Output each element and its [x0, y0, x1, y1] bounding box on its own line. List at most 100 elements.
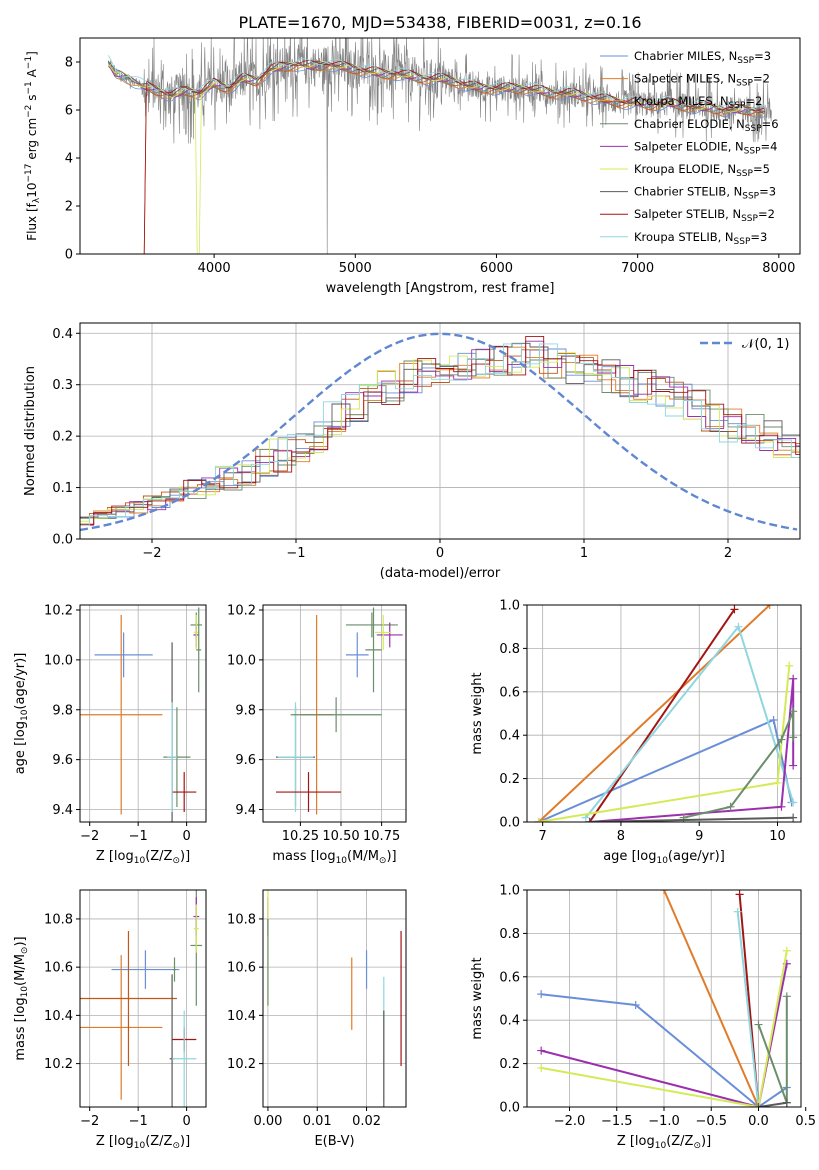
- x-tick-label: 7000: [621, 261, 654, 276]
- mass-weight-marker: [769, 716, 778, 725]
- mass-weight-line-6: [541, 950, 788, 1107]
- age-vs-metallicity-panel: −2 −1 0 9.4 9.6 9.8 10.0 10.2 Z [log10(Z/Z⊙)] age…: [13, 603, 207, 866]
- mass-weight-marker: [789, 674, 798, 683]
- mass-vs-metallicity-panel-plot: [80, 890, 206, 1107]
- residual-histogram-step-5: [80, 340, 800, 526]
- y-tick-label: 10.2: [227, 603, 256, 618]
- y-tick-label: 10.2: [227, 1057, 256, 1072]
- x-axis-label: Z [log10(Z/Z⊙)]: [617, 1134, 711, 1151]
- mass-weight-marker: [789, 761, 798, 770]
- residual-histogram-step-2: [80, 346, 800, 525]
- x-tick-label: −2: [80, 1114, 99, 1129]
- x-tick-label: 8000: [762, 261, 795, 276]
- residual-histogram-step-4: [80, 348, 800, 520]
- y-tick-label: 0.2: [52, 430, 73, 445]
- axes-frame: [79, 604, 207, 823]
- mass-weight-marker: [782, 992, 791, 1001]
- x-axis-label: age [log10(age/yr)]: [603, 849, 725, 866]
- mass-weight-line-7: [683, 710, 795, 819]
- y-tick-label: 9.8: [235, 703, 256, 718]
- x-tick-label: −1: [129, 829, 148, 844]
- y-tick-label: 0.0: [499, 816, 520, 831]
- x-tick-label: 0.5: [795, 1114, 816, 1129]
- x-tick-label: −0.5: [695, 1114, 727, 1129]
- y-tick-label: 0.6: [499, 970, 520, 985]
- mass-vs-extinction-panel: 0.00 0.01 0.02 10.2 10.4 10.6 10.8 E(B-V): [227, 889, 407, 1149]
- x-tick-label: −1: [286, 546, 305, 561]
- y-tick-label: 0.6: [499, 685, 520, 700]
- legend-entry-8: Salpeter STELIB, NSSP=2: [634, 207, 775, 224]
- mass-weight-line-1: [541, 993, 788, 1107]
- mass-weight-marker: [789, 798, 798, 807]
- model-spectrum-line-6: [107, 61, 765, 254]
- legend-entry-9: Kroupa STELIB, NSSP=3: [634, 230, 767, 247]
- y-tick-label: 2: [65, 200, 73, 215]
- x-tick-label: −2: [80, 829, 99, 844]
- y-tick-label: 10.4: [227, 1009, 256, 1024]
- axes-frame: [262, 889, 407, 1108]
- y-tick-label: 0.4: [52, 327, 73, 342]
- x-tick-label: −1.5: [601, 1114, 633, 1129]
- mass-weight-line-5: [540, 963, 788, 1107]
- mass-weight-marker: [782, 946, 791, 955]
- age-vs-metallicity-panel-plot: [80, 605, 206, 822]
- age-vs-mass-panel-plot: [263, 605, 406, 822]
- x-tick-label: 4000: [198, 261, 231, 276]
- y-tick-label: 0.8: [499, 642, 520, 657]
- x-axis-label: E(B-V): [314, 1134, 354, 1149]
- x-axis-label: wavelength [Angstrom, rest frame]: [326, 281, 555, 296]
- mass-weight-marker: [660, 890, 668, 894]
- y-tick-label: 10.0: [44, 653, 73, 668]
- mass-weight-marker: [777, 735, 786, 744]
- model-spectrum-line-4: [107, 62, 765, 115]
- mass-weight-marker: [537, 1063, 546, 1072]
- x-axis-label: Z [log10(Z/Z⊙)]: [96, 849, 190, 866]
- y-tick-label: 8: [65, 56, 73, 71]
- y-tick-label: 10.8: [44, 912, 73, 927]
- residual-histogram-panel-plot: [80, 323, 800, 539]
- x-tick-label: 0: [436, 546, 444, 561]
- axes-frame: [79, 37, 801, 255]
- y-tick-label: 4: [65, 152, 73, 167]
- y-tick-label: 0.8: [499, 927, 520, 942]
- mass-weight-line-8: [758, 1101, 787, 1107]
- mass-weight-marker: [754, 1020, 763, 1029]
- mass-weight-marker: [754, 1103, 763, 1107]
- y-tick-label: 10.2: [44, 1057, 73, 1072]
- y-axis-label: age [log10(age/yr)]: [13, 653, 30, 775]
- legend-entry-2: Salpeter MILES, NSSP=2: [634, 72, 770, 89]
- normal-distribution-curve: [80, 332, 798, 532]
- x-tick-label: 7: [539, 829, 547, 844]
- model-spectrum-line-8: [108, 60, 765, 254]
- mass-weight-marker: [735, 890, 744, 899]
- mass-weight-marker: [631, 1001, 640, 1010]
- mass-weight-line-3: [588, 608, 736, 822]
- mass-weight-marker: [782, 1098, 791, 1107]
- x-tick-label: 2: [724, 546, 732, 561]
- legend-entry-7: Chabrier STELIB, NSSP=3: [634, 185, 776, 202]
- legend-entry-5: Salpeter ELODIE, NSSP=4: [634, 139, 777, 156]
- residual-histogram-step-8: [80, 335, 800, 526]
- x-tick-label: −2: [142, 546, 161, 561]
- axes-frame: [526, 889, 802, 1108]
- x-tick-label: 0.02: [352, 1114, 381, 1129]
- x-tick-label: −1.0: [648, 1114, 680, 1129]
- y-tick-label: 6: [65, 104, 73, 119]
- x-tick-label: 0.0: [748, 1114, 769, 1129]
- y-tick-label: 9.4: [235, 803, 256, 818]
- mass-weight-vs-metallicity-panel: −2.0 −1.5 −1.0 −0.5 0.0 0.5 0.0 0.2 0.4 0.6 0.8 1.0…: [470, 884, 816, 1152]
- mass-weight-vs-age-panel: 7 8 9 10 0.0 0.2 0.4 0.6 0.8 1.0 age [log10(age/yr…: [470, 599, 802, 866]
- model-spectrum-line-9: [107, 55, 765, 110]
- y-tick-label: 0.2: [499, 1057, 520, 1072]
- mass-vs-metallicity-panel: −2 −1 0 10.2 10.4 10.6 10.8 Z [log10(Z/Z⊙)] mass…: [13, 889, 207, 1151]
- mass-weight-marker: [726, 802, 735, 811]
- mass-weight-marker: [730, 605, 739, 614]
- mass-weight-marker: [789, 733, 798, 742]
- legend-entry-4: Chabrier ELODIE, NSSP=6: [634, 117, 779, 134]
- y-tick-label: 0.1: [52, 481, 73, 496]
- y-tick-label: 0.4: [499, 1014, 520, 1029]
- y-tick-label: 10.2: [44, 603, 73, 618]
- mass-weight-marker: [765, 605, 774, 609]
- mass-vs-extinction-panel-plot: [263, 890, 406, 1107]
- x-tick-label: 1: [580, 546, 588, 561]
